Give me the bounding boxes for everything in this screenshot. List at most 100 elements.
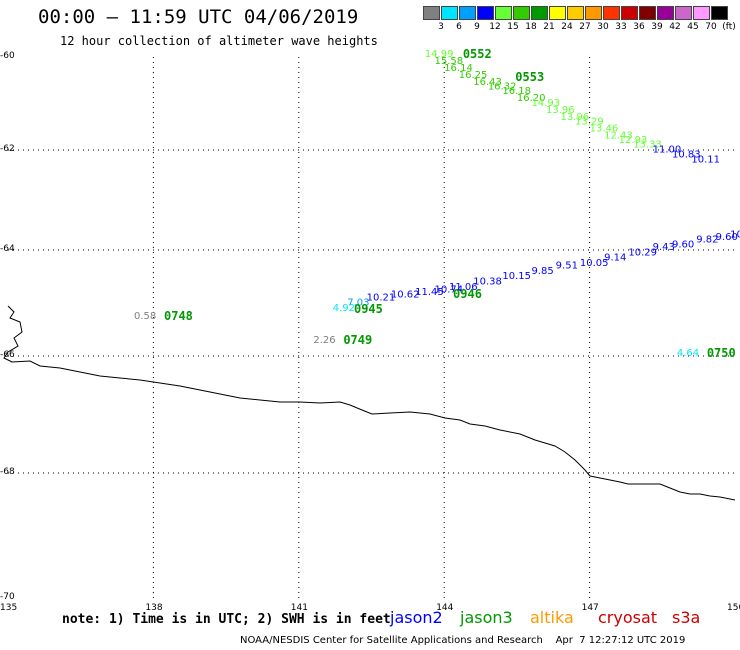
wave-height-label: 14.99 — [425, 49, 454, 60]
wave-height-label: 11.06 — [449, 282, 478, 293]
longitude-tick-label: 141 — [290, 603, 308, 613]
latitude-tick-label: -64 — [0, 244, 15, 254]
wave-height-label: 10.11 — [691, 155, 720, 166]
wave-height-label: 13.33 — [633, 140, 662, 151]
legend-label: 3 — [438, 22, 444, 32]
pass-time-label: 0553 — [515, 70, 544, 84]
page-subtitle: 12 hour collection of altimeter wave hei… — [60, 34, 378, 48]
map-frame — [7, 56, 736, 599]
wave-height-label: 10. — [730, 230, 740, 241]
legend-label: (ft) — [722, 22, 736, 32]
legend-swatch — [495, 6, 512, 20]
latitude-tick-label: -66 — [0, 350, 15, 360]
longitude-tick-label: 150 — [727, 603, 740, 613]
footnote: note: 1) Time is in UTC; 2) SWH is in fe… — [62, 612, 391, 627]
longitude-tick-label: 147 — [581, 603, 599, 613]
wave-height-label: 4.64 — [677, 348, 699, 359]
wave-height-label: 11.00 — [653, 145, 682, 156]
wave-height-label: 16.20 — [517, 93, 546, 104]
longitude-tick-label: 135 — [0, 603, 18, 613]
wave-height-label: 9.14 — [604, 253, 626, 264]
wave-height-label: 16.43 — [473, 77, 502, 88]
legend-label: 6 — [456, 22, 462, 32]
wave-height-label: 10.29 — [628, 247, 657, 258]
legend-label: 27 — [579, 22, 591, 32]
pass-time-label: 0748 — [164, 309, 193, 323]
legend-label: 24 — [561, 22, 573, 32]
satellite-legend-item: jason2 — [390, 608, 443, 627]
legend-label: 42 — [669, 22, 681, 32]
graticule — [7, 56, 736, 599]
legend-swatch — [603, 6, 620, 20]
legend-swatch — [441, 6, 458, 20]
legend-label: 33 — [615, 22, 627, 32]
pass-time-label: 0749 — [343, 333, 372, 347]
wave-height-label: 16.18 — [502, 86, 531, 97]
legend-swatch — [567, 6, 584, 20]
legend-swatch — [549, 6, 566, 20]
legend-swatch — [621, 6, 638, 20]
wave-height-label: 10.15 — [502, 271, 531, 282]
legend-label: 36 — [633, 22, 645, 32]
latitude-tick-label: -70 — [0, 592, 15, 602]
legend-swatch — [639, 6, 656, 20]
legend-label: 12 — [489, 22, 501, 32]
legend-label: 15 — [507, 22, 519, 32]
wave-height-label: 13.29 — [575, 116, 604, 127]
page-title: 00:00 – 11:59 UTC 04/06/2019 — [38, 6, 359, 28]
legend-swatch — [423, 6, 440, 20]
wave-height-label: 10.83 — [672, 150, 701, 161]
satellite-legend-item: cryosat — [598, 608, 658, 627]
legend-swatch — [531, 6, 548, 20]
wave-height-label: 7.03 — [347, 298, 369, 309]
legend-swatch — [711, 6, 728, 20]
satellite-legend-item: s3a — [672, 608, 701, 627]
wave-height-label: 0.58 — [134, 311, 156, 322]
wave-height-label: 16.25 — [459, 70, 488, 81]
legend-swatch — [585, 6, 602, 20]
pass-time-label: 0750 — [707, 346, 736, 360]
latitude-tick-label: -60 — [0, 51, 15, 61]
legend-label: 39 — [651, 22, 663, 32]
legend-label: 30 — [597, 22, 609, 32]
wave-height-label: 13.96 — [546, 105, 575, 116]
latitude-tick-label: -68 — [0, 467, 15, 477]
legend-swatch — [693, 6, 710, 20]
wave-height-label: 13.96 — [561, 112, 590, 123]
wave-height-label: 15.58 — [435, 56, 464, 67]
pass-time-label: 0945 — [354, 302, 383, 316]
legend-swatch — [513, 6, 530, 20]
wave-height-label: 14.93 — [531, 98, 560, 109]
credit-footer: NOAA/NESDIS Center for Satellite Applica… — [240, 635, 686, 646]
legend-label: 70 — [705, 22, 717, 32]
wave-height-label: 9.85 — [531, 266, 553, 277]
altimeter-tracks: 14.9915.5816.1416.25055216.4316.3216.181… — [134, 47, 740, 360]
legend-label: 9 — [474, 22, 480, 32]
latitude-tick-label: -62 — [0, 144, 15, 154]
wave-height-label: 12.93 — [619, 135, 648, 146]
wave-height-label: 9.82 — [696, 235, 718, 246]
wave-height-label: 10.74 — [435, 284, 464, 295]
legend-label: 21 — [543, 22, 555, 32]
satellite-legend-item: altika — [530, 608, 574, 627]
legend-swatch — [477, 6, 494, 20]
wave-height-label: 9.51 — [556, 261, 578, 272]
longitude-tick-label: 144 — [436, 603, 454, 613]
legend-swatch — [675, 6, 692, 20]
wave-height-label: 9.43 — [653, 242, 675, 253]
wave-height-label: 4.92 — [333, 303, 355, 314]
wave-height-label: 10.05 — [580, 258, 609, 269]
satellite-legend-item: jason3 — [460, 608, 513, 627]
wave-height-label: 2.26 — [313, 335, 335, 346]
pass-time-label: 0946 — [453, 287, 482, 301]
wave-height-label: 11.45 — [415, 287, 444, 298]
wave-height-label: 10.62 — [391, 290, 420, 301]
legend-label: 18 — [525, 22, 537, 32]
longitude-tick-label: 138 — [145, 603, 163, 613]
wave-height-label: 12.43 — [604, 130, 633, 141]
wave-height-label: 9.60 — [716, 232, 738, 243]
legend-label: 45 — [687, 22, 699, 32]
coastline — [3, 305, 736, 501]
